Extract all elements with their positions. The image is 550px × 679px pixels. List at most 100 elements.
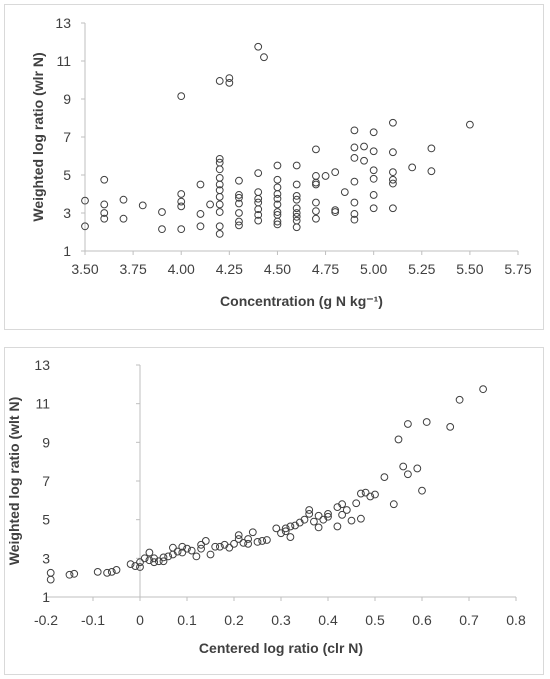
data-point (350, 143, 359, 152)
data-point (324, 512, 332, 521)
data-point (305, 509, 314, 518)
data-point (292, 195, 301, 204)
y-tick-label: 1 (63, 243, 71, 259)
data-point (366, 492, 375, 501)
data-point (169, 543, 177, 552)
data-point (260, 53, 268, 62)
data-point (136, 563, 144, 571)
data-point (211, 542, 220, 551)
data-point (215, 200, 224, 209)
y-tick-label: 13 (34, 357, 50, 373)
data-point (103, 568, 111, 577)
x-tick-label: 0.2 (224, 612, 244, 628)
data-point (369, 128, 378, 137)
data-point (292, 161, 301, 170)
data-point (234, 535, 243, 543)
y-tick-label: 7 (42, 473, 50, 489)
data-point (357, 489, 365, 498)
y-tick-label: 11 (35, 396, 50, 412)
data-point (369, 174, 378, 183)
data-point (177, 190, 186, 198)
y-tick-label: 3 (63, 205, 71, 221)
data-point (173, 547, 182, 556)
x-axis-title: Centered log ratio (clr N) (199, 640, 363, 656)
data-point (350, 154, 359, 162)
data-point (215, 192, 224, 201)
data-point (235, 217, 243, 226)
data-point (100, 214, 109, 223)
data-point (389, 168, 397, 177)
data-point (254, 188, 263, 197)
data-point (100, 209, 109, 217)
data-point (107, 567, 116, 576)
x-tick-label: 3.75 (119, 261, 146, 277)
data-point (177, 197, 186, 206)
data-point (292, 180, 301, 189)
y-tick-label: 5 (63, 167, 71, 183)
data-point (292, 216, 301, 225)
x-tick-label: 5.25 (408, 261, 435, 277)
data-point (361, 488, 370, 497)
data-point (338, 510, 347, 519)
data-point (292, 223, 301, 232)
y-tick-label: 13 (55, 15, 71, 31)
data-point (446, 422, 455, 431)
data-point (46, 568, 55, 577)
data-point (389, 179, 397, 188)
data-point (177, 225, 186, 234)
data-point (338, 500, 347, 509)
data-point (177, 202, 186, 211)
data-point (206, 200, 214, 209)
data-point (350, 126, 359, 135)
data-point (244, 539, 253, 548)
data-point (312, 145, 320, 154)
data-point (413, 464, 422, 473)
data-point (159, 553, 168, 562)
x-tick-label: 0.5 (365, 612, 385, 628)
data-point (286, 533, 295, 541)
data-point (138, 201, 147, 210)
data-point (215, 173, 224, 182)
data-point (230, 539, 238, 548)
x-tick-label: 3.50 (71, 261, 98, 277)
y-tick-label: 9 (63, 91, 71, 107)
data-point (119, 214, 128, 223)
data-point (215, 230, 224, 238)
data-point (273, 190, 282, 198)
data-point (352, 499, 361, 508)
data-point (187, 546, 196, 555)
data-point (215, 77, 224, 85)
data-point (310, 517, 318, 526)
data-point (254, 211, 263, 219)
x-tick-label: 4.75 (312, 261, 339, 277)
data-point (215, 154, 224, 163)
data-point (206, 550, 215, 559)
data-point (347, 516, 356, 525)
data-point (159, 557, 168, 566)
data-point (254, 216, 263, 225)
data-point (150, 558, 159, 567)
data-point (81, 196, 89, 205)
data-point (272, 524, 281, 533)
data-point (273, 161, 282, 170)
x-tick-label: 4.25 (216, 261, 243, 277)
chart-panel-clr: -0.2 -0.1 0 0.1 0.2 0.3 0.4 0.5 0.6 0.7 0.8 1 3 5 7 9 11… (4, 347, 544, 675)
data-point (145, 556, 154, 565)
data-point (360, 156, 368, 165)
data-point (183, 544, 191, 553)
data-point (164, 552, 173, 561)
data-point (235, 199, 243, 208)
data-point (196, 222, 205, 231)
data-point (333, 522, 342, 531)
data-point (235, 221, 243, 230)
scatter-chart-concentration: 3.50 3.75 4.00 4.25 4.50 4.75 5.00 5.25 5.50 5.75… (30, 15, 532, 309)
data-point (418, 486, 426, 495)
data-point (46, 575, 55, 584)
data-point (389, 148, 397, 157)
data-point (324, 509, 332, 518)
x-tick-label: -0.1 (81, 612, 105, 628)
x-tick-label: 0.6 (412, 612, 432, 628)
data-point (273, 175, 282, 184)
y-tick-label: 7 (63, 129, 71, 145)
x-tick-label: 0.4 (318, 612, 338, 628)
